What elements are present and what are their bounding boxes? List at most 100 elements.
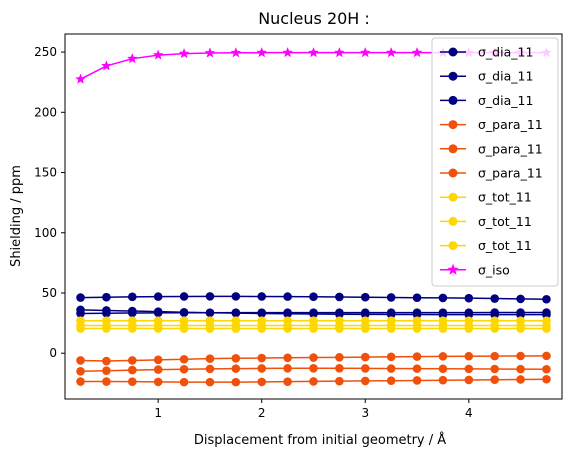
data-point bbox=[76, 293, 85, 302]
legend-entry: σ_iso bbox=[440, 262, 510, 277]
x-axis-label: Displacement from initial geometry / Å bbox=[194, 432, 446, 448]
data-point bbox=[76, 356, 85, 365]
legend-entry: σ_para_11 bbox=[440, 166, 543, 181]
data-point bbox=[490, 364, 499, 374]
legend-entry: σ_para_11 bbox=[440, 141, 543, 156]
data-point bbox=[386, 324, 396, 333]
data-point bbox=[257, 377, 267, 387]
legend-label: σ_para_11 bbox=[478, 166, 543, 181]
data-point bbox=[412, 308, 422, 317]
data-point bbox=[152, 49, 164, 60]
data-point bbox=[309, 308, 318, 317]
data-point bbox=[516, 375, 525, 384]
data-point bbox=[283, 363, 292, 373]
legend-label: σ_dia_11 bbox=[478, 45, 533, 60]
data-point bbox=[360, 292, 370, 302]
series-group bbox=[76, 308, 551, 318]
data-point bbox=[230, 47, 242, 58]
data-point bbox=[438, 375, 448, 385]
data-point bbox=[411, 46, 423, 58]
data-point bbox=[335, 308, 344, 317]
y-axis-label: Shielding / ppm bbox=[9, 165, 24, 267]
data-point bbox=[386, 352, 396, 362]
data-point bbox=[102, 356, 111, 366]
data-point bbox=[490, 351, 499, 361]
data-point bbox=[283, 308, 292, 317]
data-point bbox=[257, 308, 267, 317]
data-point bbox=[128, 324, 137, 333]
data-point bbox=[128, 308, 137, 318]
data-point bbox=[102, 377, 111, 386]
data-point bbox=[464, 364, 474, 374]
data-point bbox=[153, 377, 163, 387]
legend-label: σ_tot_11 bbox=[478, 214, 532, 229]
chart-title: Nucleus 20H : bbox=[258, 9, 370, 28]
data-point bbox=[335, 292, 344, 302]
data-point bbox=[386, 364, 396, 373]
data-point bbox=[516, 294, 525, 304]
legend-label: σ_dia_11 bbox=[478, 69, 533, 84]
data-point bbox=[385, 46, 397, 58]
data-point bbox=[542, 294, 551, 304]
y-tick-label: 0 bbox=[49, 346, 57, 360]
data-point bbox=[283, 292, 292, 301]
y-tick-label: 250 bbox=[34, 45, 57, 59]
legend-marker bbox=[448, 120, 458, 130]
data-point bbox=[76, 366, 85, 376]
legend-entry: σ_dia_11 bbox=[440, 45, 533, 60]
data-point bbox=[153, 308, 163, 318]
data-point bbox=[516, 351, 525, 361]
data-point bbox=[102, 366, 111, 375]
legend-label: σ_iso bbox=[478, 262, 510, 277]
y-tick-label: 50 bbox=[42, 286, 57, 300]
data-point bbox=[309, 363, 318, 373]
data-point bbox=[335, 363, 344, 373]
data-point bbox=[490, 308, 499, 317]
data-point bbox=[516, 308, 525, 317]
data-point bbox=[542, 374, 551, 384]
data-point bbox=[335, 324, 344, 333]
data-point bbox=[438, 293, 448, 303]
legend-entry: σ_dia_11 bbox=[440, 69, 533, 84]
data-point bbox=[490, 375, 499, 385]
series-group bbox=[76, 374, 551, 387]
data-point bbox=[128, 377, 137, 386]
data-point bbox=[231, 364, 241, 373]
data-point bbox=[309, 292, 318, 302]
data-point bbox=[542, 324, 551, 333]
data-point bbox=[360, 364, 370, 373]
data-point bbox=[283, 353, 292, 363]
data-point bbox=[516, 324, 525, 333]
data-point bbox=[179, 324, 189, 333]
data-point bbox=[464, 324, 474, 333]
data-point bbox=[76, 309, 85, 318]
legend-marker bbox=[448, 241, 458, 251]
legend-marker bbox=[448, 47, 458, 57]
data-point bbox=[360, 376, 370, 386]
data-point bbox=[153, 365, 163, 374]
series-group bbox=[76, 351, 551, 366]
y-tick-label: 150 bbox=[34, 166, 57, 180]
data-point bbox=[438, 324, 448, 333]
data-point bbox=[283, 377, 292, 386]
legend-label: σ_tot_11 bbox=[478, 190, 532, 205]
data-point bbox=[464, 308, 474, 317]
data-point bbox=[386, 308, 396, 317]
data-point bbox=[128, 356, 137, 365]
data-point bbox=[490, 324, 499, 333]
data-point bbox=[412, 352, 422, 361]
data-point bbox=[464, 293, 474, 303]
data-point bbox=[412, 364, 422, 373]
data-point bbox=[542, 351, 551, 361]
data-point bbox=[231, 308, 241, 317]
plot-frame bbox=[64, 33, 563, 400]
data-point bbox=[283, 324, 292, 333]
data-point bbox=[412, 376, 422, 385]
data-point bbox=[359, 46, 371, 58]
data-point bbox=[205, 364, 215, 374]
legend: σ_dia_11 σ_dia_11 σ_dia_11 σ_para_11 σ_para_… bbox=[431, 37, 559, 287]
data-point bbox=[542, 308, 551, 317]
data-point bbox=[438, 352, 448, 361]
data-point bbox=[205, 354, 215, 363]
